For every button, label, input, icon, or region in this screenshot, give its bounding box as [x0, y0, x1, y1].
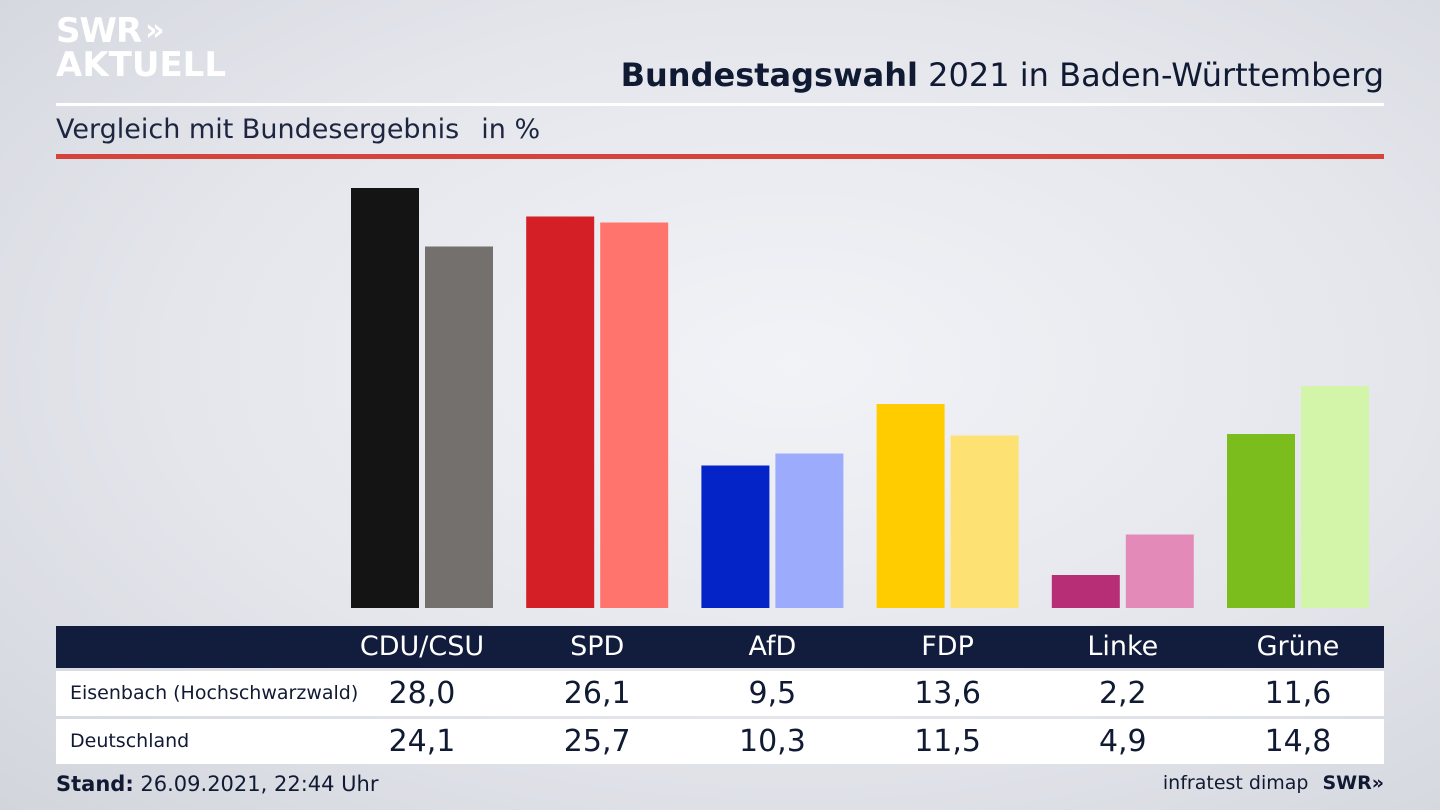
subtitle-divider [56, 154, 1384, 159]
chart-title: Bundestagswahl 2021 in Baden-Württemberg [621, 56, 1384, 94]
subtitle-text: Vergleich mit Bundesergebnis [56, 114, 460, 145]
results-table: CDU/CSU SPD AfD FDP Linke Grüne Eisenbach (Ho… [56, 626, 1384, 764]
stand-label: Stand: [56, 772, 134, 796]
bar-grüne-local [1227, 434, 1295, 608]
source-text: infratest dimap [1162, 772, 1309, 794]
title-divider [56, 103, 1384, 106]
bar-spd-local [526, 216, 595, 608]
value-cell: 11,5 [914, 724, 981, 759]
value-cell: 25,7 [563, 724, 631, 759]
header-cell-linke: Linke [1087, 631, 1159, 662]
header-cell-spd: SPD [570, 631, 625, 662]
logo-chevron-icon: » [145, 13, 164, 48]
bar-linke-local [1051, 575, 1120, 608]
table-row: Deutschland 24,1 25,7 10,3 11,5 4,9 14,8 [56, 719, 1384, 764]
bar-fdp-national [950, 435, 1019, 608]
swr-aktuell-logo: SWR» AKTUELL [56, 11, 227, 85]
bar-afd-national [775, 453, 844, 608]
logo-aktuell-text: AKTUELL [56, 45, 227, 85]
title-bold: Bundestagswahl [620, 56, 918, 94]
chart-subtitle: Vergleich mit Bundesergebnis in % [56, 114, 540, 145]
bar-cdu-csu-national [425, 246, 493, 608]
value-cell: 4,9 [1098, 724, 1147, 759]
table-row: Eisenbach (Hochschwarzwald) 28,0 26,1 9,5 1… [56, 671, 1384, 716]
row-label: Deutschland [70, 730, 190, 752]
unit-label: in % [481, 114, 541, 145]
value-cell: 11,6 [1264, 676, 1332, 711]
value-cell: 10,3 [738, 724, 806, 759]
bar-afd-local [701, 465, 770, 608]
table-header: CDU/CSU SPD AfD FDP Linke Grüne [56, 626, 1384, 668]
header-cell-fdp: FDP [921, 631, 974, 662]
header-cell-afd: AfD [748, 631, 797, 662]
swr-footer-logo: SWR» [1322, 772, 1384, 794]
header-cell-grüne: Grüne [1256, 631, 1340, 662]
bar-fdp-local [876, 404, 945, 608]
header-cell-cdu-csu: CDU/CSU [359, 631, 485, 662]
title-rest: 2021 in Baden-Württemberg [917, 56, 1384, 94]
value-cell: 13,6 [914, 676, 981, 711]
bar-spd-national [600, 222, 669, 608]
row-label: Eisenbach (Hochschwarzwald) [70, 682, 359, 704]
bar-grüne-national [1301, 386, 1369, 608]
value-cell: 9,5 [748, 676, 797, 711]
value-cell: 28,0 [388, 676, 456, 711]
value-cell: 26,1 [563, 676, 631, 711]
stand-value: 26.09.2021, 22:44 Uhr [133, 772, 379, 796]
source-credit: infratest dimap SWR» [1163, 772, 1384, 794]
timestamp: Stand: 26.09.2021, 22:44 Uhr [56, 772, 379, 796]
bar-linke-national [1125, 534, 1194, 608]
value-cell: 24,1 [388, 724, 456, 759]
bar-cdu-csu-local [351, 188, 419, 608]
value-cell: 2,2 [1098, 676, 1147, 711]
logo-swr-text: SWR [56, 11, 142, 51]
value-cell: 14,8 [1264, 724, 1332, 759]
